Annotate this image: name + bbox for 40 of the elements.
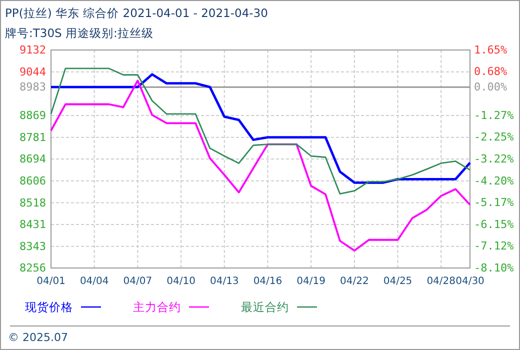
y2-tick-label: -1.27% [474, 108, 514, 122]
y2-tick-label: 0.00% [474, 80, 508, 94]
x-tick-label: 04/01 [36, 276, 66, 288]
y-tick-label: 8869 [20, 108, 46, 122]
line-series [50, 80, 471, 252]
y2-tick-label: -5.17% [474, 196, 514, 210]
y2-tick-label: -3.22% [474, 152, 514, 166]
chart-subtitle: 牌号:T30S 用途级别:拉丝级 [5, 26, 154, 40]
y-tick-label: 9044 [20, 65, 46, 78]
x-tick-label: 04/28 [426, 276, 456, 288]
chart-title: PP(拉丝) 华东 综合价 2021-04-01 - 2021-04-30 [5, 6, 268, 20]
y-tick-label: 8518 [20, 196, 46, 210]
y-tick-label: 8606 [20, 174, 46, 188]
y-tick-label: 8983 [20, 80, 46, 94]
y-tick-label: 8256 [20, 262, 46, 275]
x-tick-label: 04/30 [456, 276, 484, 288]
y2-tick-label: -4.20% [474, 174, 514, 188]
x-tick-label: 04/16 [253, 276, 282, 288]
y2-tick-label: -6.15% [474, 218, 514, 231]
legend-label: 主力合约 [133, 300, 181, 314]
y2-tick-label: -7.12% [474, 240, 514, 253]
x-tick-label: 04/19 [296, 276, 326, 288]
y-tick-label: 8343 [20, 240, 46, 253]
y-tick-label: 8694 [20, 152, 46, 166]
y2-tick-label: -8.10% [474, 262, 514, 275]
x-tick-label: 04/10 [166, 276, 196, 288]
x-tick-label: 04/22 [340, 276, 369, 288]
y-tick-label: 9132 [20, 44, 46, 57]
legend-label: 最近合约 [241, 300, 289, 314]
text: © 2025.07 [8, 331, 68, 344]
y2-tick-label: -2.25% [474, 130, 514, 144]
y2-tick-label: 1.65% [474, 44, 508, 57]
legend-label: 现货价格 [25, 300, 73, 314]
x-tick-label: 04/25 [383, 276, 412, 288]
y2-tick-label: 0.68% [474, 65, 508, 78]
x-tick-label: 04/04 [80, 276, 109, 288]
y-tick-label: 8781 [20, 130, 46, 144]
y-tick-label: 8431 [20, 218, 46, 231]
x-tick-label: 04/13 [210, 276, 239, 288]
x-tick-label: 04/07 [123, 276, 152, 288]
